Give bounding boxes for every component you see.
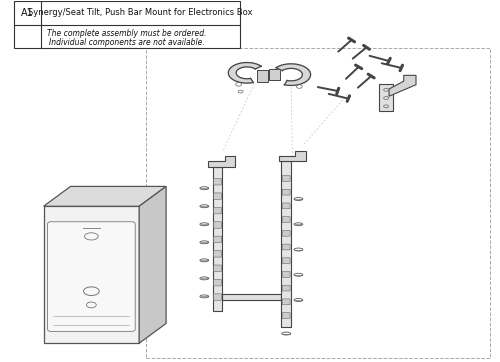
FancyBboxPatch shape (214, 222, 222, 228)
Text: A1: A1 (21, 8, 34, 18)
FancyBboxPatch shape (282, 230, 290, 236)
FancyBboxPatch shape (282, 244, 290, 250)
FancyBboxPatch shape (282, 217, 290, 223)
FancyBboxPatch shape (282, 272, 290, 277)
FancyBboxPatch shape (214, 178, 222, 185)
FancyBboxPatch shape (282, 189, 290, 195)
Text: Individual components are not available.: Individual components are not available. (49, 38, 205, 47)
Text: The complete assembly must be ordered.: The complete assembly must be ordered. (47, 29, 206, 38)
Polygon shape (222, 294, 281, 300)
FancyBboxPatch shape (282, 313, 290, 319)
FancyBboxPatch shape (282, 258, 290, 264)
FancyBboxPatch shape (214, 236, 222, 243)
FancyBboxPatch shape (282, 285, 290, 291)
Polygon shape (279, 151, 305, 161)
Polygon shape (270, 69, 280, 80)
FancyBboxPatch shape (48, 222, 135, 331)
Polygon shape (44, 206, 139, 343)
FancyBboxPatch shape (214, 279, 222, 286)
Polygon shape (257, 70, 268, 82)
Polygon shape (276, 64, 310, 85)
FancyBboxPatch shape (282, 203, 290, 209)
FancyBboxPatch shape (214, 251, 222, 257)
Polygon shape (212, 167, 222, 311)
Text: Synergy/Seat Tilt, Push Bar Mount for Electronics Box: Synergy/Seat Tilt, Push Bar Mount for El… (28, 8, 252, 17)
FancyBboxPatch shape (214, 193, 222, 199)
Polygon shape (208, 156, 234, 167)
FancyBboxPatch shape (214, 294, 222, 300)
Polygon shape (389, 75, 416, 96)
Polygon shape (228, 63, 261, 83)
Polygon shape (44, 186, 166, 206)
FancyBboxPatch shape (214, 207, 222, 214)
Polygon shape (139, 186, 166, 343)
FancyBboxPatch shape (282, 176, 290, 181)
Polygon shape (380, 84, 393, 111)
Bar (146, 47, 490, 358)
Polygon shape (281, 161, 291, 327)
FancyBboxPatch shape (214, 265, 222, 272)
FancyBboxPatch shape (282, 299, 290, 305)
Bar (14, 1, 239, 47)
